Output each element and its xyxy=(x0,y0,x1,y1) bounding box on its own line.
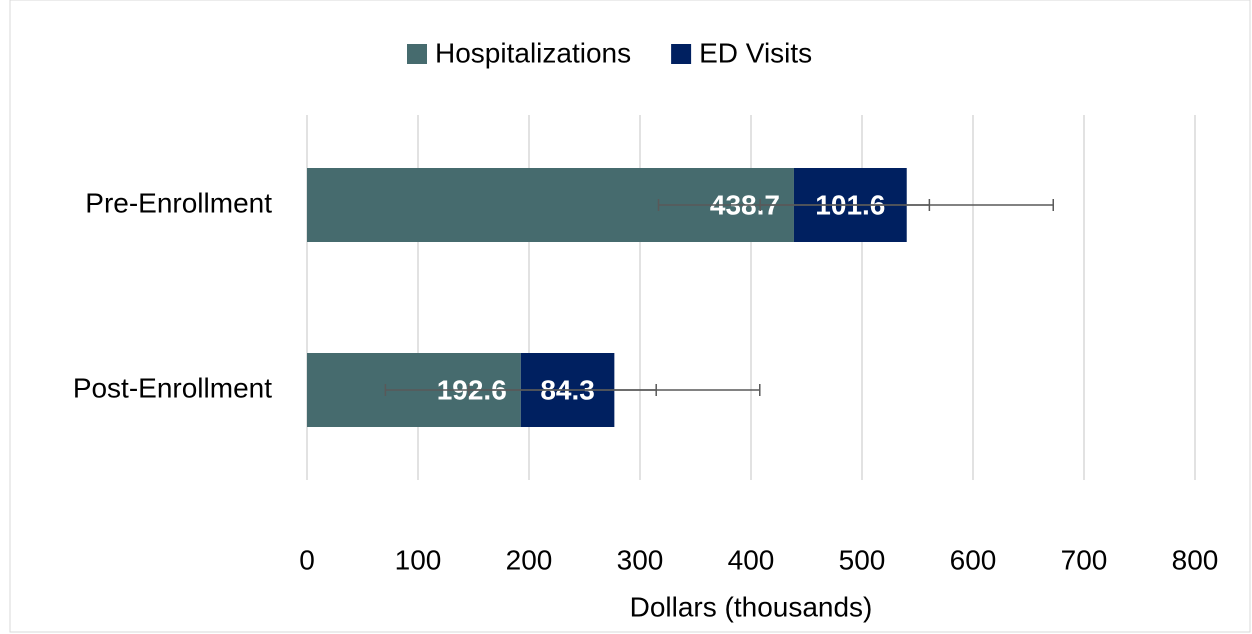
chart-frame xyxy=(9,0,1251,633)
x-tick-label: 500 xyxy=(839,544,886,575)
y-tick-label: Pre-Enrollment xyxy=(85,187,272,218)
x-tick-label: 400 xyxy=(728,544,775,575)
error-bar xyxy=(759,199,1055,211)
legend-label: Hospitalizations xyxy=(435,37,631,68)
error-bar xyxy=(468,384,761,396)
legend-swatch xyxy=(671,44,692,64)
legend-swatch xyxy=(407,44,427,64)
x-axis-title: Dollars (thousands) xyxy=(630,591,873,622)
y-tick-label: Post-Enrollment xyxy=(73,372,272,403)
x-tick-label: 300 xyxy=(617,544,664,575)
x-tick-label: 600 xyxy=(950,544,997,575)
x-tick-label: 100 xyxy=(395,544,442,575)
x-tick-label: 200 xyxy=(506,544,553,575)
x-tick-label: 0 xyxy=(299,544,315,575)
legend-label: ED Visits xyxy=(699,37,812,68)
x-tick-label: 700 xyxy=(1061,544,1108,575)
x-tick-label: 800 xyxy=(1172,544,1219,575)
